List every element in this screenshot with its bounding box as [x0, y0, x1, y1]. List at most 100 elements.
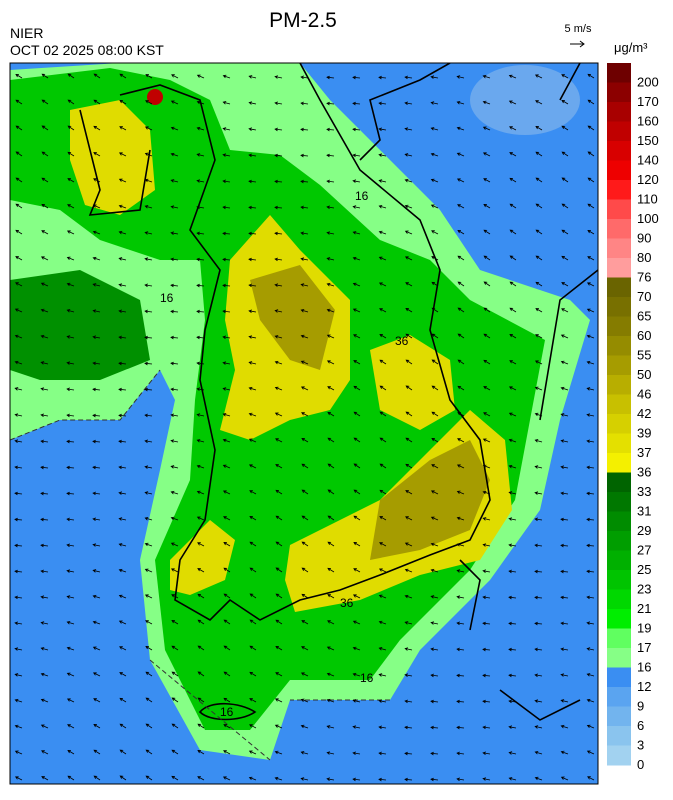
wind-arrow — [144, 178, 153, 183]
wind-arrow — [535, 334, 543, 339]
wind-arrow — [249, 619, 257, 625]
wind-arrow — [586, 543, 595, 548]
wind-arrow — [222, 257, 231, 262]
colorbar-label: 29 — [637, 523, 651, 538]
wind-arrow — [483, 333, 491, 339]
wind-arrow — [509, 255, 517, 261]
wind-arrow — [171, 594, 179, 599]
wind-arrow — [197, 749, 205, 755]
wind-arrow — [40, 439, 49, 444]
wind-arrow — [170, 283, 179, 288]
wind-arrow — [353, 360, 361, 365]
wind-arrow — [92, 413, 101, 418]
colorbar-label: 70 — [637, 289, 651, 304]
colorbar-swatch — [607, 648, 631, 668]
wind-arrow — [431, 437, 439, 443]
wind-arrow — [508, 569, 517, 574]
wind-arrow — [326, 725, 335, 729]
colorbar-swatch — [607, 355, 631, 376]
wind-arrow — [222, 205, 231, 210]
wind-arrow — [119, 99, 127, 105]
wind-arrow — [456, 152, 465, 157]
area — [370, 440, 490, 560]
wind-arrow — [404, 153, 413, 157]
wind-arrow — [275, 593, 283, 599]
wind-arrow — [587, 256, 595, 261]
wind-arrow — [535, 203, 543, 209]
wind-arrow — [41, 750, 49, 755]
wind-arrow — [14, 308, 23, 313]
wind-arrow — [275, 672, 283, 677]
colorbar-label: 110 — [637, 192, 658, 207]
wind-arrow — [249, 698, 257, 703]
wind-arrow — [66, 282, 75, 287]
wind-arrow — [40, 595, 49, 599]
wind-arrow — [300, 101, 309, 106]
wind-arrow — [405, 282, 413, 287]
wind-arrow — [326, 308, 335, 313]
wind-arrow — [222, 127, 231, 131]
wind-arrow — [300, 334, 309, 339]
wind-arrow — [170, 413, 179, 418]
colorbar-swatch — [607, 628, 631, 649]
contour-label: 16 — [355, 189, 369, 203]
colorbar-swatch — [607, 258, 631, 278]
wind-arrow — [118, 230, 127, 235]
wind-arrow — [378, 647, 387, 651]
colorbar-swatch — [607, 472, 631, 493]
wind-arrow — [352, 153, 361, 158]
wind-arrow — [508, 386, 517, 391]
wind-arrow — [587, 73, 595, 79]
colorbar-label: 39 — [637, 426, 651, 441]
wind-arrow — [430, 673, 439, 678]
wind-arrow — [300, 153, 309, 158]
wind-arrow — [456, 464, 465, 469]
wind-arrow — [483, 386, 491, 391]
wind-arrow — [534, 595, 543, 600]
wind-arrow — [14, 517, 23, 522]
wind-arrow — [274, 360, 283, 365]
wind-arrow — [196, 516, 205, 521]
wind-arrow — [248, 412, 257, 417]
wind-arrow — [378, 673, 387, 677]
wind-arrow — [483, 255, 491, 261]
wind-arrow — [534, 543, 543, 548]
wind-arrow — [248, 464, 257, 469]
wind-arrow — [482, 517, 491, 521]
wind-arrow — [457, 412, 465, 417]
wind-arrow — [586, 517, 595, 522]
wind-arrow — [249, 490, 257, 495]
wind-arrow — [300, 672, 309, 677]
wind-arrow — [300, 283, 309, 287]
wind-arrow — [430, 542, 439, 547]
wind-arrow — [482, 438, 491, 443]
wind-arrow — [430, 490, 439, 495]
wind-arrow — [535, 177, 543, 183]
wind-arrow — [300, 257, 309, 261]
wind-arrow — [404, 647, 413, 651]
wind-arrow — [300, 386, 309, 391]
wind-arrow — [457, 438, 465, 443]
wind-arrow — [14, 387, 23, 391]
wind-arrow — [118, 178, 127, 183]
wind-arrow — [326, 257, 335, 261]
wind-scale-label: 5 m/s — [565, 23, 592, 35]
wind-arrow — [41, 125, 49, 131]
wind-arrow — [483, 178, 491, 183]
wind-arrow — [456, 490, 465, 495]
wind-arrow — [378, 205, 387, 209]
wind-arrow — [352, 777, 361, 782]
wind-arrow — [482, 647, 491, 652]
colorbar-label: 21 — [637, 601, 651, 616]
wind-arrow — [14, 360, 23, 365]
wind-arrow — [274, 205, 283, 210]
colorbar-label: 55 — [637, 348, 651, 363]
wind-arrow — [170, 335, 179, 340]
colorbar-label: 90 — [637, 231, 651, 246]
wind-arrow — [67, 724, 75, 729]
colorbar-swatch — [607, 414, 631, 434]
colorbar-swatch — [607, 667, 631, 688]
wind-arrow — [586, 465, 595, 470]
wind-arrow — [14, 334, 23, 339]
wind-arrow — [457, 204, 465, 209]
